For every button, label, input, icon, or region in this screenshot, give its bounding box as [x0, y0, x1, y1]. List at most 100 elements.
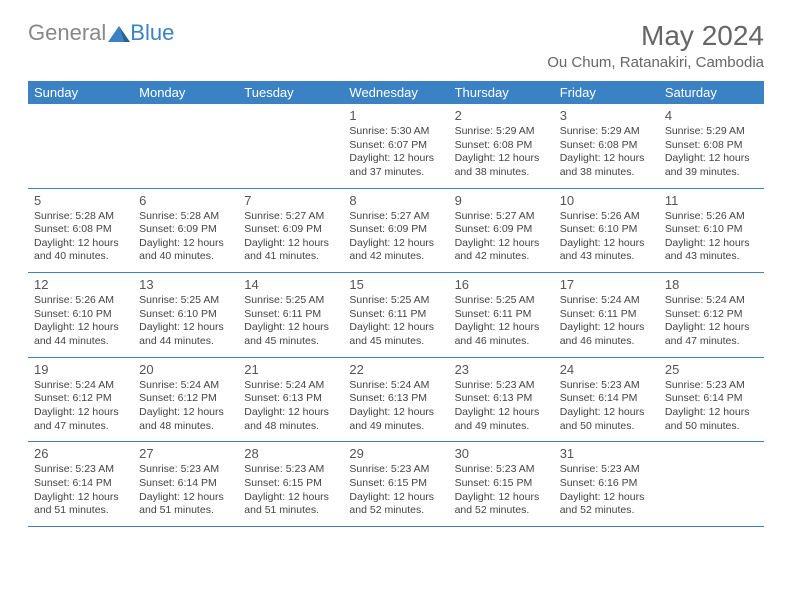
day-number: 1	[349, 108, 442, 123]
day-number: 20	[139, 362, 232, 377]
day-number: 19	[34, 362, 127, 377]
day-info: Sunrise: 5:26 AMSunset: 6:10 PMDaylight:…	[34, 294, 127, 349]
day-number: 11	[665, 193, 758, 208]
day-cell: 20 Sunrise: 5:24 AMSunset: 6:12 PMDayligh…	[133, 358, 238, 442]
day-number: 9	[455, 193, 548, 208]
logo-triangle-icon	[108, 24, 130, 42]
day-header-cell: Tuesday	[238, 81, 343, 104]
day-cell: 29 Sunrise: 5:23 AMSunset: 6:15 PMDayligh…	[343, 442, 448, 526]
day-info: Sunrise: 5:27 AMSunset: 6:09 PMDaylight:…	[349, 210, 442, 265]
day-info: Sunrise: 5:24 AMSunset: 6:11 PMDaylight:…	[560, 294, 653, 349]
day-number: 21	[244, 362, 337, 377]
day-cell: 14 Sunrise: 5:25 AMSunset: 6:11 PMDayligh…	[238, 273, 343, 357]
day-cell: 31 Sunrise: 5:23 AMSunset: 6:16 PMDayligh…	[554, 442, 659, 526]
day-cell: 1 Sunrise: 5:30 AMSunset: 6:07 PMDaylight…	[343, 104, 448, 188]
location: Ou Chum, Ratanakiri, Cambodia	[547, 54, 764, 71]
day-info: Sunrise: 5:29 AMSunset: 6:08 PMDaylight:…	[665, 125, 758, 180]
day-cell: 2 Sunrise: 5:29 AMSunset: 6:08 PMDaylight…	[449, 104, 554, 188]
day-info: Sunrise: 5:23 AMSunset: 6:14 PMDaylight:…	[139, 463, 232, 518]
day-number: 31	[560, 446, 653, 461]
day-info: Sunrise: 5:24 AMSunset: 6:13 PMDaylight:…	[244, 379, 337, 434]
day-number: 30	[455, 446, 548, 461]
day-number: 24	[560, 362, 653, 377]
day-header-cell: Sunday	[28, 81, 133, 104]
calendar: SundayMondayTuesdayWednesdayThursdayFrid…	[28, 81, 764, 527]
day-cell: 28 Sunrise: 5:23 AMSunset: 6:15 PMDayligh…	[238, 442, 343, 526]
day-number: 28	[244, 446, 337, 461]
day-info: Sunrise: 5:29 AMSunset: 6:08 PMDaylight:…	[455, 125, 548, 180]
day-info: Sunrise: 5:23 AMSunset: 6:16 PMDaylight:…	[560, 463, 653, 518]
day-info: Sunrise: 5:24 AMSunset: 6:12 PMDaylight:…	[665, 294, 758, 349]
day-number: 7	[244, 193, 337, 208]
day-number: 27	[139, 446, 232, 461]
day-info: Sunrise: 5:24 AMSunset: 6:12 PMDaylight:…	[34, 379, 127, 434]
week-row: 19 Sunrise: 5:24 AMSunset: 6:12 PMDayligh…	[28, 358, 764, 443]
day-info: Sunrise: 5:23 AMSunset: 6:15 PMDaylight:…	[349, 463, 442, 518]
logo: General Blue	[28, 20, 174, 46]
day-number: 3	[560, 108, 653, 123]
empty-cell	[659, 442, 764, 526]
empty-cell	[238, 104, 343, 188]
day-info: Sunrise: 5:27 AMSunset: 6:09 PMDaylight:…	[244, 210, 337, 265]
day-info: Sunrise: 5:27 AMSunset: 6:09 PMDaylight:…	[455, 210, 548, 265]
day-header-row: SundayMondayTuesdayWednesdayThursdayFrid…	[28, 81, 764, 104]
day-cell: 12Sunrise: 5:26 AMSunset: 6:10 PMDayligh…	[28, 273, 133, 357]
day-info: Sunrise: 5:25 AMSunset: 6:10 PMDaylight:…	[139, 294, 232, 349]
logo-text-2: Blue	[130, 23, 174, 43]
day-cell: 9 Sunrise: 5:27 AMSunset: 6:09 PMDaylight…	[449, 189, 554, 273]
day-number: 8	[349, 193, 442, 208]
day-cell: 16 Sunrise: 5:25 AMSunset: 6:11 PMDayligh…	[449, 273, 554, 357]
week-row: 26 Sunrise: 5:23 AMSunset: 6:14 PMDayligh…	[28, 442, 764, 527]
day-number: 13	[139, 277, 232, 292]
day-info: Sunrise: 5:23 AMSunset: 6:15 PMDaylight:…	[455, 463, 548, 518]
day-cell: 6Sunrise: 5:28 AMSunset: 6:09 PMDaylight…	[133, 189, 238, 273]
day-cell: 27 Sunrise: 5:23 AMSunset: 6:14 PMDayligh…	[133, 442, 238, 526]
day-cell: 19 Sunrise: 5:24 AMSunset: 6:12 PMDayligh…	[28, 358, 133, 442]
week-row: 12Sunrise: 5:26 AMSunset: 6:10 PMDayligh…	[28, 273, 764, 358]
title-block: May 2024 Ou Chum, Ratanakiri, Cambodia	[547, 20, 764, 71]
day-cell: 25Sunrise: 5:23 AMSunset: 6:14 PMDayligh…	[659, 358, 764, 442]
day-cell: 13 Sunrise: 5:25 AMSunset: 6:10 PMDayligh…	[133, 273, 238, 357]
day-header-cell: Wednesday	[343, 81, 448, 104]
day-cell: 7 Sunrise: 5:27 AMSunset: 6:09 PMDaylight…	[238, 189, 343, 273]
day-info: Sunrise: 5:26 AMSunset: 6:10 PMDaylight:…	[560, 210, 653, 265]
day-info: Sunrise: 5:30 AMSunset: 6:07 PMDaylight:…	[349, 125, 442, 180]
day-info: Sunrise: 5:28 AMSunset: 6:08 PMDaylight:…	[34, 210, 127, 265]
day-number: 18	[665, 277, 758, 292]
day-number: 2	[455, 108, 548, 123]
day-number: 14	[244, 277, 337, 292]
week-row: 5Sunrise: 5:28 AMSunset: 6:08 PMDaylight…	[28, 189, 764, 274]
day-info: Sunrise: 5:25 AMSunset: 6:11 PMDaylight:…	[455, 294, 548, 349]
day-number: 22	[349, 362, 442, 377]
day-info: Sunrise: 5:25 AMSunset: 6:11 PMDaylight:…	[244, 294, 337, 349]
header: General Blue May 2024 Ou Chum, Ratanakir…	[28, 20, 764, 71]
day-number: 29	[349, 446, 442, 461]
day-info: Sunrise: 5:28 AMSunset: 6:09 PMDaylight:…	[139, 210, 232, 265]
day-cell: 21 Sunrise: 5:24 AMSunset: 6:13 PMDayligh…	[238, 358, 343, 442]
day-cell: 24 Sunrise: 5:23 AMSunset: 6:14 PMDayligh…	[554, 358, 659, 442]
day-number: 16	[455, 277, 548, 292]
day-info: Sunrise: 5:29 AMSunset: 6:08 PMDaylight:…	[560, 125, 653, 180]
day-info: Sunrise: 5:23 AMSunset: 6:14 PMDaylight:…	[560, 379, 653, 434]
day-info: Sunrise: 5:26 AMSunset: 6:10 PMDaylight:…	[665, 210, 758, 265]
day-cell: 5Sunrise: 5:28 AMSunset: 6:08 PMDaylight…	[28, 189, 133, 273]
day-info: Sunrise: 5:23 AMSunset: 6:13 PMDaylight:…	[455, 379, 548, 434]
day-header-cell: Thursday	[449, 81, 554, 104]
day-info: Sunrise: 5:24 AMSunset: 6:13 PMDaylight:…	[349, 379, 442, 434]
day-info: Sunrise: 5:24 AMSunset: 6:12 PMDaylight:…	[139, 379, 232, 434]
day-header-cell: Monday	[133, 81, 238, 104]
day-info: Sunrise: 5:23 AMSunset: 6:14 PMDaylight:…	[34, 463, 127, 518]
day-header-cell: Friday	[554, 81, 659, 104]
empty-cell	[28, 104, 133, 188]
day-cell: 3 Sunrise: 5:29 AMSunset: 6:08 PMDaylight…	[554, 104, 659, 188]
month-title: May 2024	[547, 20, 764, 52]
day-number: 15	[349, 277, 442, 292]
day-cell: 22 Sunrise: 5:24 AMSunset: 6:13 PMDayligh…	[343, 358, 448, 442]
day-info: Sunrise: 5:23 AMSunset: 6:15 PMDaylight:…	[244, 463, 337, 518]
day-cell: 8 Sunrise: 5:27 AMSunset: 6:09 PMDaylight…	[343, 189, 448, 273]
day-number: 26	[34, 446, 127, 461]
day-cell: 30 Sunrise: 5:23 AMSunset: 6:15 PMDayligh…	[449, 442, 554, 526]
day-number: 25	[665, 362, 758, 377]
day-cell: 18 Sunrise: 5:24 AMSunset: 6:12 PMDayligh…	[659, 273, 764, 357]
day-cell: 10Sunrise: 5:26 AMSunset: 6:10 PMDayligh…	[554, 189, 659, 273]
